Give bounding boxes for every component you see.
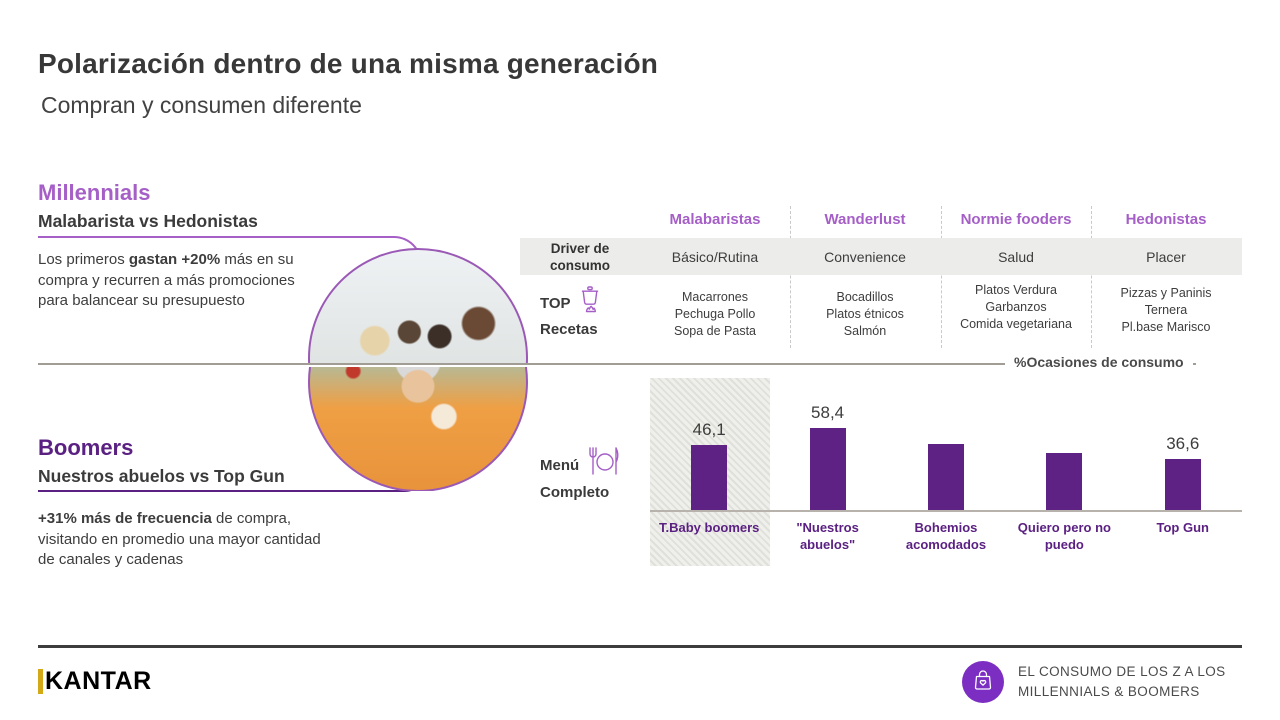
report-title: EL CONSUMO DE LOS Z A LOS MILLENNIALS & …: [1018, 662, 1226, 701]
millennials-subheading: Malabarista vs Hedonistas: [38, 211, 258, 231]
boomers-text-suffix: de compra, visitando en promedio una may…: [38, 510, 321, 569]
millennials-heading: Millennials: [38, 180, 151, 205]
x-axis-line: [650, 510, 1242, 512]
millennials-text-bold: gastan +20%: [128, 251, 221, 268]
boomers-text-bold: +31% más de frecuencia: [38, 510, 212, 527]
series-label-bottom: Completo: [540, 484, 610, 501]
millennials-photo-clip: [306, 246, 532, 363]
recipes-cell-wanderlust: Bocadillos Platos étnicos Salmón: [826, 290, 904, 338]
report-title-line1: EL CONSUMO DE LOS Z A LOS: [1018, 664, 1226, 679]
footer-rule: [38, 645, 1242, 648]
kantar-logo-text: KANTAR: [45, 667, 152, 695]
series-label-top: Menú: [540, 457, 580, 474]
occasions-axis-label: %Ocasiones de consumo: [1005, 354, 1193, 370]
bar-bohemios-acomodados: [927, 444, 964, 510]
bar-column-top-gun: 36,6: [1124, 378, 1242, 510]
column-header-wanderlust: Wanderlust: [824, 211, 906, 228]
category-labels-row: T.Baby boomers "Nuestros abuelos" Bohemi…: [650, 520, 1242, 554]
shopping-bag-heart-icon: [972, 669, 994, 696]
category-label-bohemios: Bohemios acomodados: [905, 520, 987, 552]
boomers-description: +31% más de frecuencia de compra, visita…: [38, 509, 338, 571]
column-separator: [790, 206, 791, 348]
recipes-row-label: TOP Recetas: [540, 286, 602, 341]
bar-column-quiero-pero-no-puedo: [1005, 378, 1123, 510]
column-separator: [1091, 206, 1092, 348]
bars-area: 46,1 58,4 36,6: [650, 378, 1242, 510]
driver-row-label: Driver de consumo: [549, 241, 610, 273]
recipes-cell-normie-fooders: Platos Verdura Garbanzos Comida vegetari…: [960, 283, 1072, 331]
column-header-malabaristas: Malabaristas: [669, 211, 761, 228]
kantar-logo: KANTAR: [38, 667, 152, 696]
column-header-hedonistas: Hedonistas: [1125, 211, 1207, 228]
report-title-line2: MILLENNIALS & BOOMERS: [1018, 683, 1200, 699]
kantar-logo-gold-bar: [38, 669, 43, 694]
millennials-description: Los primeros gastan +20% más en su compr…: [38, 250, 326, 312]
page-subtitle: Compran y consumen diferente: [41, 92, 362, 118]
bar-nuestros-abuelos: [809, 428, 846, 510]
bar-column-nuestros-abuelos: 58,4: [768, 378, 886, 510]
recipes-cell-malabaristas: Macarrones Pechuga Pollo Sopa de Pasta: [673, 290, 756, 338]
millennials-text-prefix: Los primeros: [38, 251, 129, 268]
cutlery-plate-icon: [586, 447, 620, 480]
bar-quiero-pero-no-puedo: [1046, 453, 1083, 510]
millennials-text-suffix: más en su compra y recurren a más promoc…: [38, 251, 295, 310]
bar-column-bohemios: [887, 378, 1005, 510]
millennials-photo: [308, 248, 528, 363]
series-label: Menú Completo: [540, 446, 620, 503]
report-badge: [962, 661, 1004, 703]
boomers-heading: Boomers: [38, 435, 134, 460]
boomers-photo: [308, 367, 528, 491]
category-label-t-baby-boomers: T.Baby boomers: [658, 520, 760, 535]
category-label-nuestros-abuelos: "Nuestros abuelos": [796, 520, 859, 552]
recipes-label-top: TOP: [540, 295, 571, 312]
boomers-photo-clip: [306, 367, 532, 491]
cooking-pot-icon: [578, 286, 602, 318]
bar-t-baby-boomers: [691, 445, 728, 510]
column-separator: [941, 206, 942, 348]
column-header-normie-fooders: Normie fooders: [960, 211, 1072, 228]
boomers-subheading: Nuestros abuelos vs Top Gun: [38, 466, 285, 486]
driver-cell-normie-fooders: Salud: [998, 249, 1034, 265]
driver-cell-hedonistas: Placer: [1146, 249, 1186, 265]
bar-value-label: 36,6: [1166, 434, 1200, 453]
recipes-cell-hedonistas: Pizzas y Paninis Ternera Pl.base Marisco: [1120, 286, 1212, 334]
driver-cell-wanderlust: Convenience: [824, 249, 906, 265]
bar-column-t-baby-boomers: 46,1: [650, 378, 768, 510]
driver-cell-malabaristas: Básico/Rutina: [671, 249, 759, 265]
category-label-quiero-pero-no-puedo: Quiero pero no puedo: [1017, 520, 1111, 552]
bar-value-label: 58,4: [811, 403, 845, 422]
bar-top-gun: [1164, 459, 1201, 510]
recipes-label-bottom: Recetas: [540, 321, 598, 339]
bar-value-label: 46,1: [692, 420, 726, 439]
category-label-top-gun: Top Gun: [1156, 520, 1209, 535]
driver-row-background: [520, 238, 1242, 275]
divider-line: [38, 363, 1196, 365]
bar-chart: 46,1 58,4 36,6 T.Baby boomers ": [650, 378, 1242, 566]
page-title: Polarización dentro de una misma generac…: [38, 48, 659, 79]
